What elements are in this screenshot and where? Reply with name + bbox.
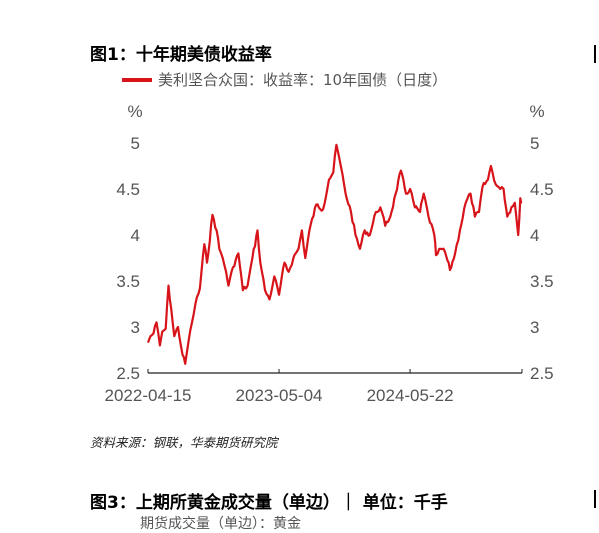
y-unit-right: % xyxy=(529,102,544,121)
y-unit-left: % xyxy=(127,102,142,121)
y-tick-label-right: 3 xyxy=(530,318,539,337)
yield-line-chart: 2.5 2.5 3 3 3.5 3.5 4 4 4.5 4.5 5 5% % 2022-04-15 2023… xyxy=(105,102,554,405)
y-tick-label-left: 3.5 xyxy=(116,272,140,291)
y-tick-label-right: 2.5 xyxy=(530,364,554,383)
y-tick-label-right: 4 xyxy=(530,226,539,245)
x-tick-label: 2022-04-15 xyxy=(105,386,192,405)
y-tick-label-left: 2.5 xyxy=(116,364,140,383)
figure3-title: 图3：上期所黄金成交量（单边）｜ 单位：千手 xyxy=(90,493,448,513)
y-tick-label-left: 5 xyxy=(131,134,140,153)
chart-legend: 美利坚合众国：收益率：10年国债（日度） xyxy=(122,69,447,90)
y-tick-label-right: 3.5 xyxy=(530,272,554,291)
figure3-legend-label: 期货成交量（单边）：黄金 xyxy=(140,516,301,532)
legend-label: 美利坚合众国：收益率：10年国债（日度） xyxy=(158,71,448,89)
x-tick-label: 2024-05-22 xyxy=(367,386,454,405)
source-note: 资料来源：钢联，华泰期货研究院 xyxy=(90,435,278,450)
panel-edge-top xyxy=(594,45,596,63)
figure1-title: 图1：十年期美债收益率 xyxy=(90,45,272,65)
yield-series-line xyxy=(146,143,523,365)
x-tick-label: 2023-05-04 xyxy=(236,386,323,405)
legend-swatch xyxy=(122,77,152,82)
y-tick-label-left: 3 xyxy=(131,318,140,337)
panel-edge-bottom xyxy=(594,490,596,508)
y-tick-label-left: 4 xyxy=(131,226,140,245)
y-tick-label-left: 4.5 xyxy=(116,180,140,199)
y-tick-label-right: 4.5 xyxy=(530,180,554,199)
y-tick-label-right: 5 xyxy=(530,134,539,153)
